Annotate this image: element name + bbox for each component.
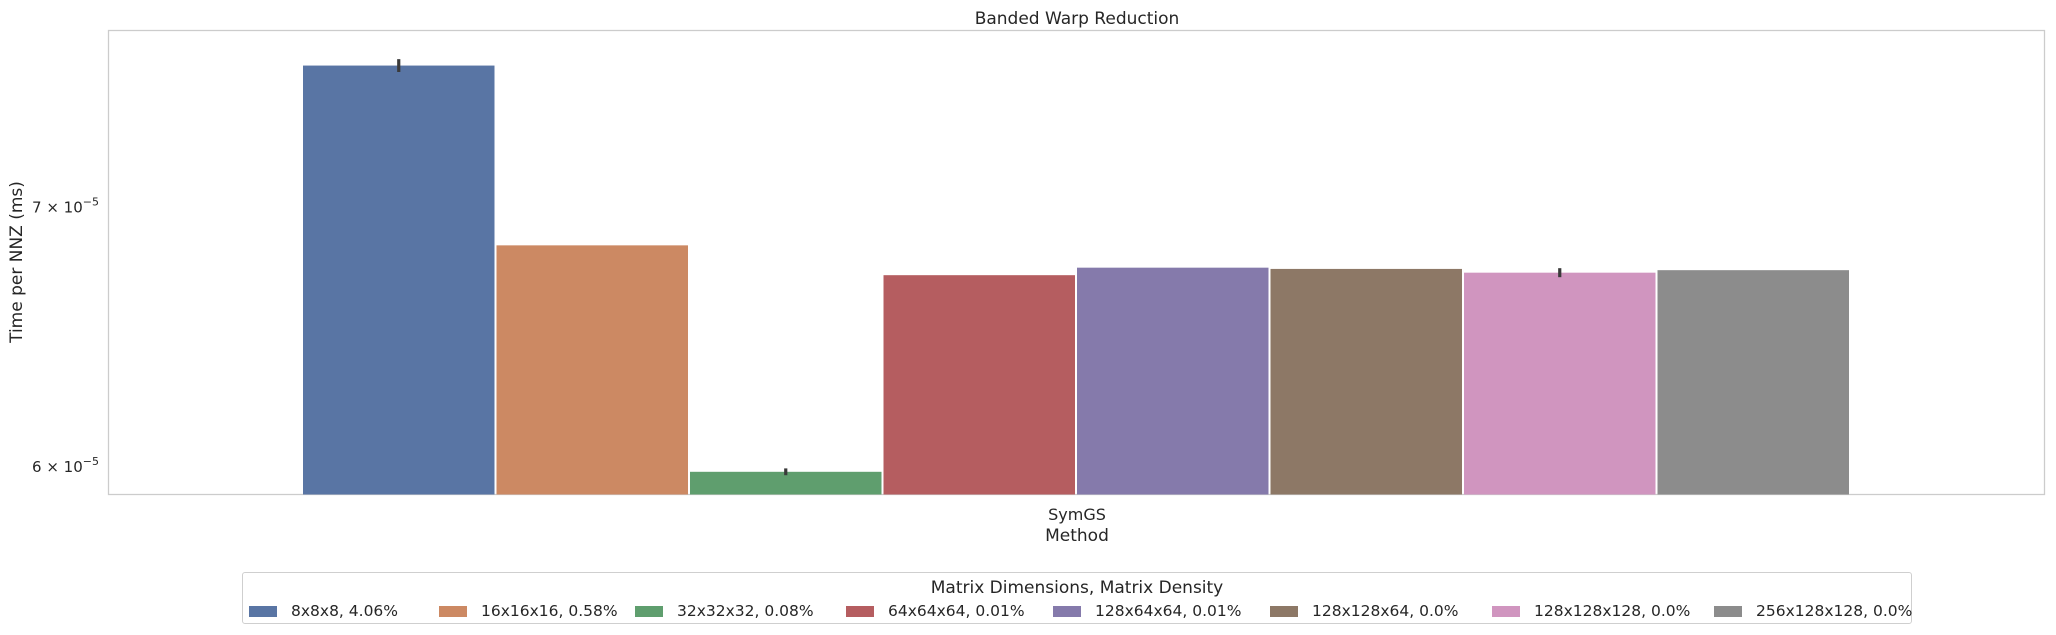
legend-label: 128x128x64, 0.0% [1312, 602, 1459, 620]
legend-item-7: 128x128x128, 0.0% [1492, 602, 1690, 620]
legend-item-4: 64x64x64, 0.01% [846, 602, 1025, 620]
y-tick-label-1: 6 × 10−5 [32, 455, 99, 476]
legend-label: 128x128x128, 0.0% [1534, 602, 1691, 620]
legend: Matrix Dimensions, Matrix Density 8x8x8,… [242, 572, 1912, 624]
bar-8 [1657, 270, 1849, 495]
legend-label: 8x8x8, 4.06% [291, 602, 399, 620]
legend-swatch [846, 605, 874, 617]
bar-1 [303, 65, 495, 495]
chart: Banded Warp Reduction 6 × 10−5 7 × 10−5 S… [7, 9, 2046, 546]
x-axis-label: Method [1045, 526, 1109, 546]
legend-swatch [1492, 605, 1520, 617]
legend-item-5: 128x64x64, 0.01% [1053, 602, 1241, 620]
legend-label: 16x16x16, 0.58% [481, 602, 618, 620]
bar-3 [690, 471, 882, 495]
bar-7 [1464, 272, 1656, 495]
legend-swatch [1053, 605, 1081, 617]
legend-swatch [249, 605, 277, 617]
legend-items: 8x8x8, 4.06% 16x16x16, 0.58% 32x32x32, 0.0… [249, 602, 1912, 620]
legend-title: Matrix Dimensions, Matrix Density [930, 578, 1224, 598]
y-axis-label: Time per NNZ (ms) [7, 181, 27, 344]
legend-swatch [1714, 605, 1742, 617]
bar-4 [883, 275, 1075, 495]
legend-swatch [635, 605, 663, 617]
legend-swatch [439, 605, 467, 617]
legend-label: 128x64x64, 0.01% [1095, 602, 1242, 620]
legend-item-1: 8x8x8, 4.06% [249, 602, 398, 620]
legend-item-3: 32x32x32, 0.08% [635, 602, 814, 620]
legend-label: 256x128x128, 0.0% [1756, 602, 1913, 620]
y-tick-label-2: 7 × 10−5 [32, 195, 99, 216]
legend-item-6: 128x128x64, 0.0% [1270, 602, 1458, 620]
legend-label: 32x32x32, 0.08% [677, 602, 814, 620]
legend-item-2: 16x16x16, 0.58% [439, 602, 618, 620]
legend-label: 64x64x64, 0.01% [888, 602, 1025, 620]
y-tick-labels: 6 × 10−5 7 × 10−5 [32, 195, 99, 476]
chart-title: Banded Warp Reduction [975, 9, 1180, 29]
bar-5 [1077, 267, 1269, 495]
legend-item-8: 256x128x128, 0.0% [1714, 602, 1912, 620]
bars-layer [303, 65, 1849, 495]
x-tick-label: SymGS [1048, 505, 1106, 524]
legend-swatch [1270, 605, 1298, 617]
bar-2 [496, 245, 688, 495]
error-bars-layer [397, 59, 1562, 476]
bar-6 [1270, 268, 1462, 495]
